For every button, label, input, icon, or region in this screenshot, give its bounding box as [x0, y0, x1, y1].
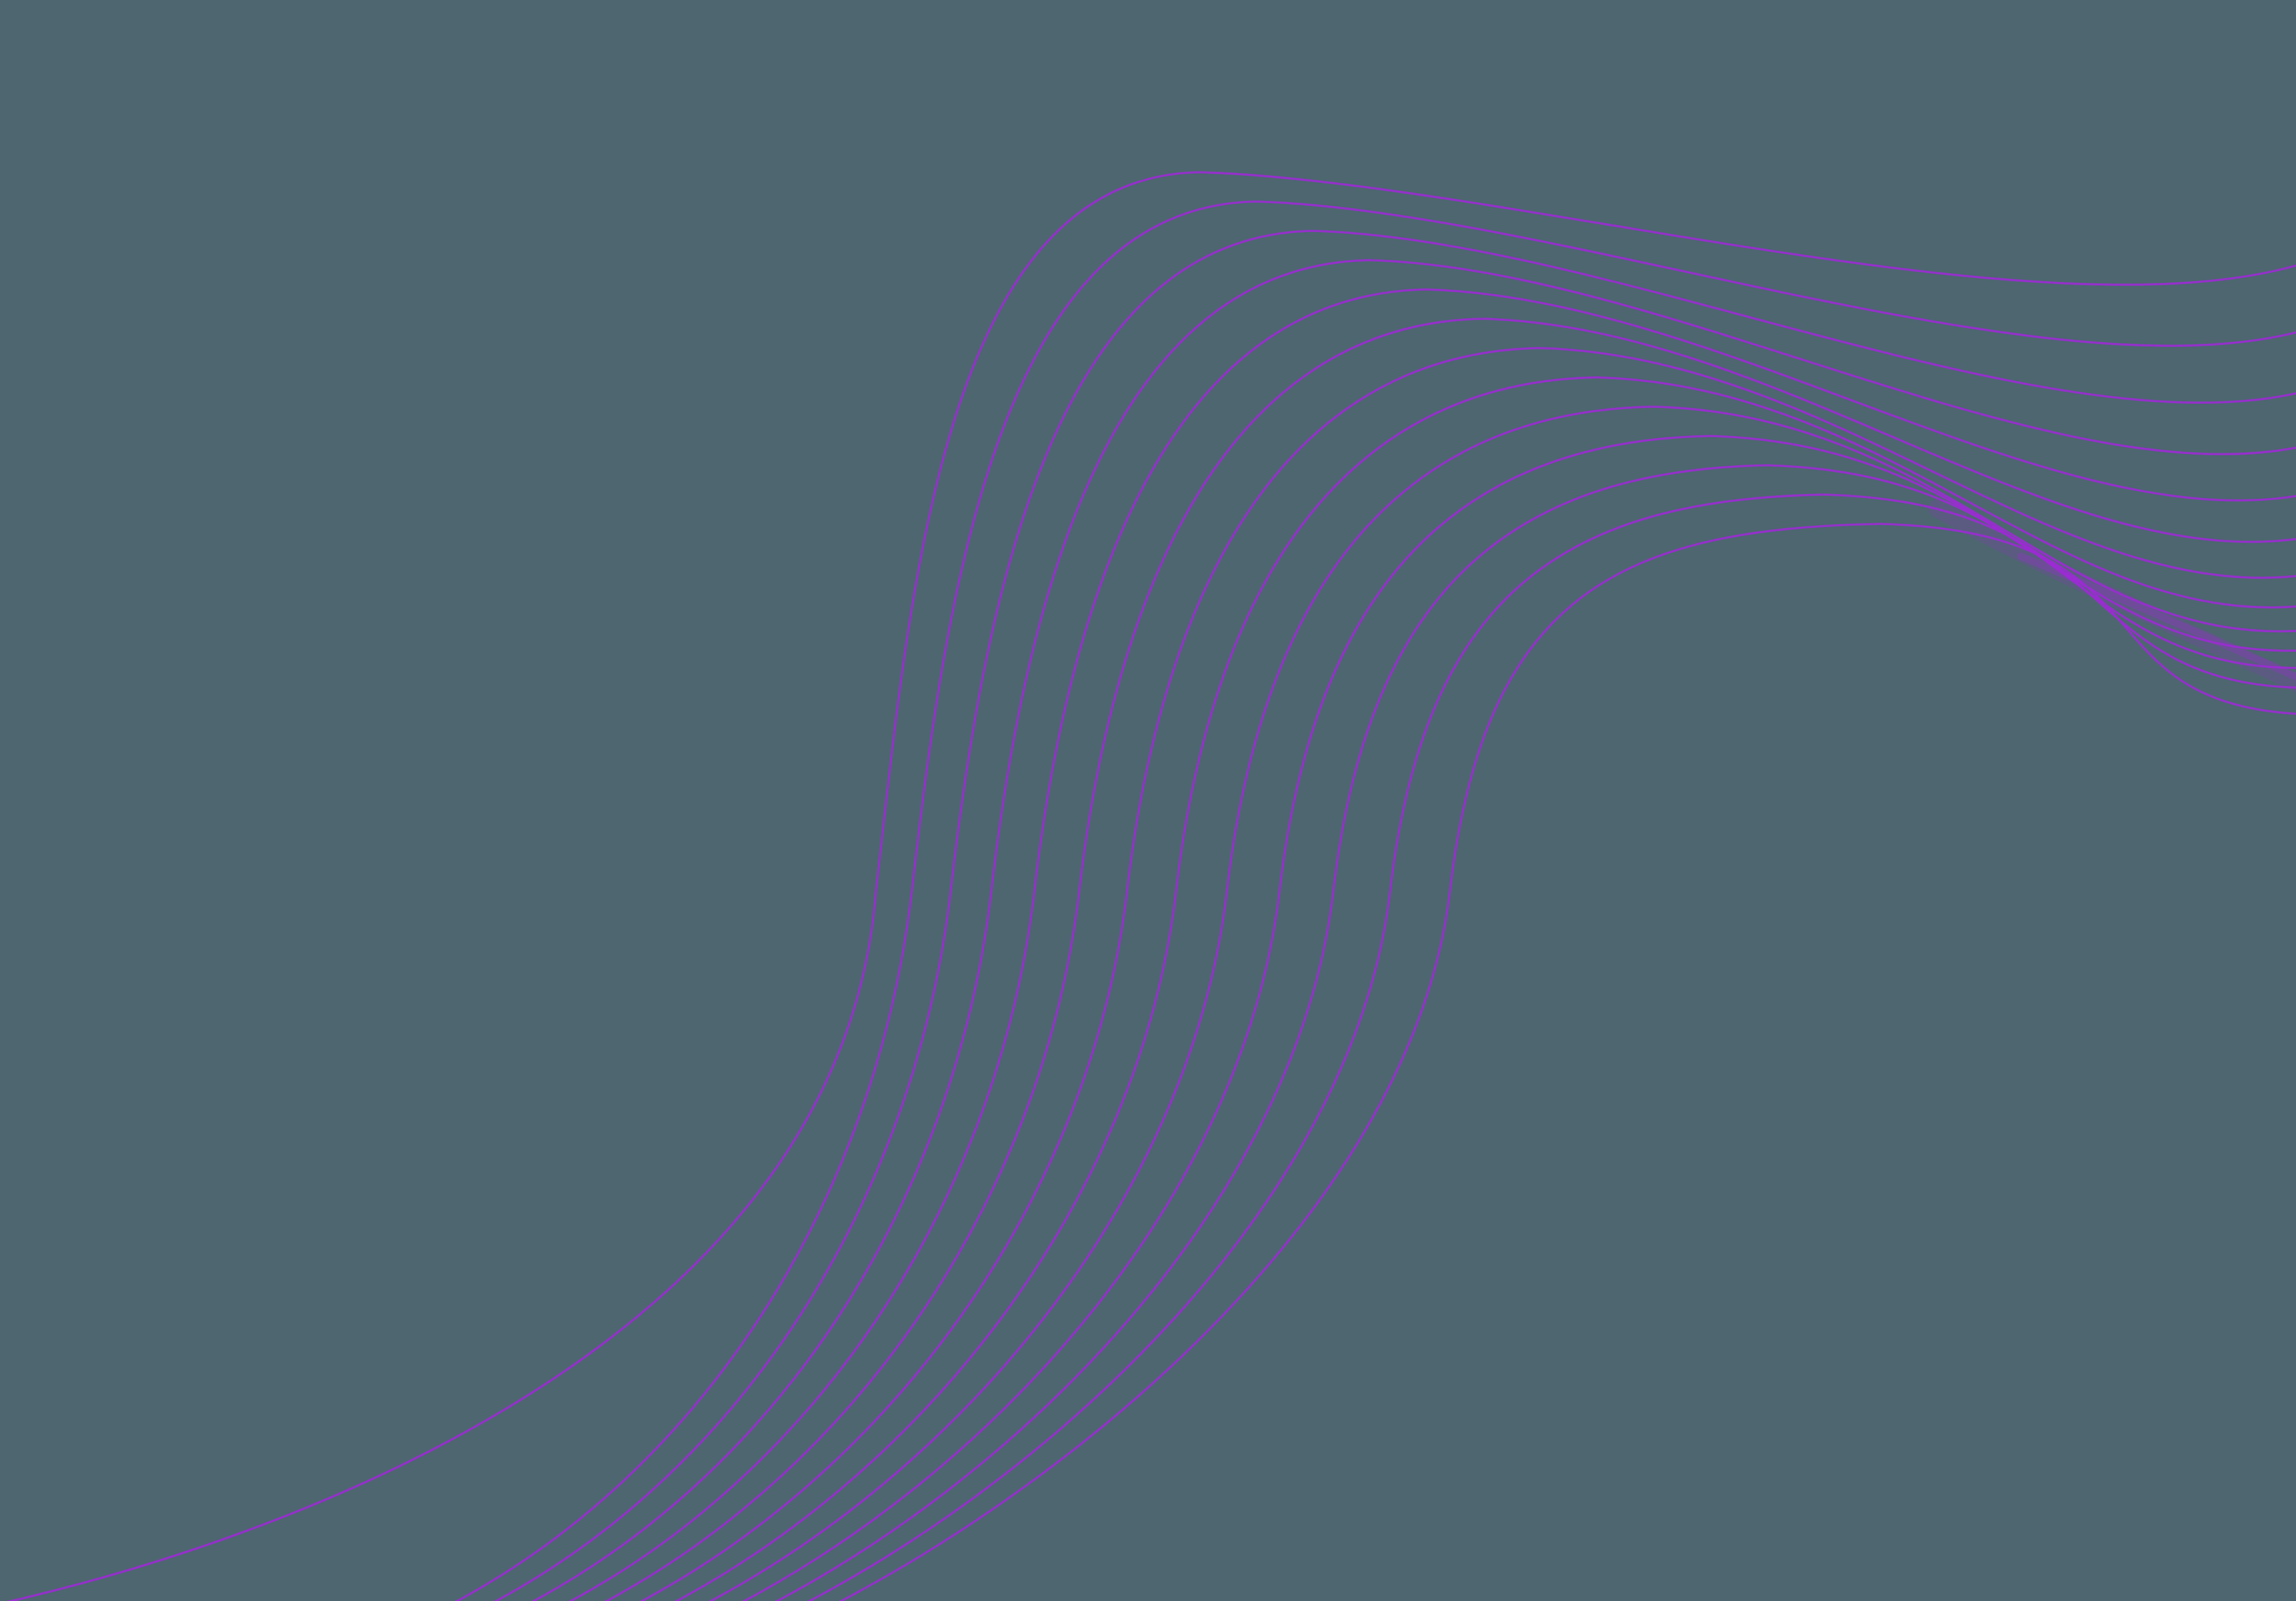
wave-glow-streak [1928, 499, 2296, 693]
wave-line-10 [774, 464, 2296, 1601]
wave-line-11 [807, 493, 2296, 1601]
wave-line-9 [741, 435, 2296, 1601]
wave-glow-streak [2017, 553, 2296, 681]
wave-line-7 [674, 376, 2296, 1601]
wave-line-5 [604, 318, 2296, 1601]
wave-glow-group [1928, 499, 2296, 693]
wave-line-0 [6, 171, 2296, 1601]
wave-line-8 [708, 405, 2296, 1601]
wave-line-6 [639, 347, 2296, 1601]
wave-line-4 [568, 288, 2296, 1601]
wave-line-1 [454, 200, 2296, 1601]
wave-line-3 [531, 259, 2296, 1601]
wave-line-12 [839, 523, 2296, 1601]
wave-line-2 [493, 230, 2296, 1601]
wave-lines-group [6, 171, 2296, 1601]
